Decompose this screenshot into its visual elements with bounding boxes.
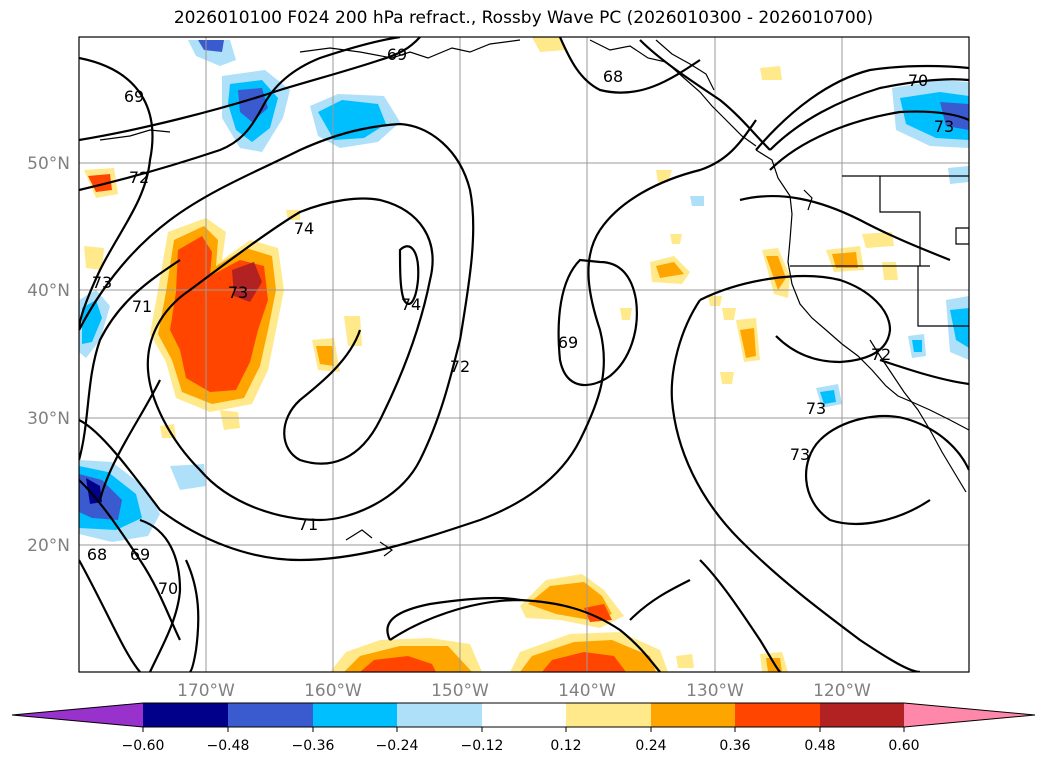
colorbar-tick: −0.36 (292, 738, 335, 754)
longitude-labels: 170°W 160°W 150°W 140°W 130°W 120°W (177, 681, 871, 701)
lon-label-150w: 150°W (431, 681, 489, 701)
colorbar-segment (735, 703, 820, 727)
contour-label: 73 (934, 117, 954, 136)
colorbar-tick: −0.60 (122, 738, 165, 754)
lon-label-120w: 120°W (813, 681, 871, 701)
colorbar-segment (651, 703, 735, 727)
contour-label: 73 (790, 445, 810, 464)
contour-label: 69 (130, 545, 150, 564)
colorbar-segment (820, 703, 904, 727)
contour-label: 73 (806, 399, 826, 418)
latitude-labels: 50°N 40°N 30°N 20°N (27, 154, 70, 556)
contour-label: 71 (132, 297, 152, 316)
colorbar-tick: 0.24 (635, 738, 666, 754)
colorbar-segment (566, 703, 651, 727)
colorbar-tick: 0.48 (804, 738, 835, 754)
colorbar-extend-high (904, 703, 1035, 727)
contour-label: 72 (871, 345, 891, 364)
colorbar-tick: −0.48 (207, 738, 250, 754)
contour-label: 70 (158, 579, 178, 598)
map-title: 2026010100 F024 200 hPa refract., Rossby… (173, 8, 874, 28)
colorbar-segment (143, 703, 228, 727)
contour-label: 73 (228, 283, 248, 302)
colorbar-tick: −0.24 (376, 738, 419, 754)
contour-label: 69 (387, 45, 407, 64)
map-gridlines (79, 37, 969, 672)
lon-label-170w: 170°W (177, 681, 235, 701)
colorbar-segment (313, 703, 397, 727)
positive-anomaly-regions (84, 37, 898, 672)
contour-label: 68 (87, 545, 107, 564)
contour-label: 74 (294, 219, 314, 238)
colorbar-tick: −0.12 (461, 738, 504, 754)
lat-label-50n: 50°N (27, 154, 70, 174)
contour-label: 71 (298, 515, 318, 534)
colorbar-extend-low (12, 703, 143, 727)
colorbar-tick: 0.60 (888, 738, 919, 754)
contour-label: 73 (92, 273, 112, 292)
colorbar-tick: 0.12 (550, 738, 581, 754)
colorbar-segment (397, 703, 482, 727)
lat-label-40n: 40°N (27, 281, 70, 301)
colorbar-segment (482, 703, 566, 727)
contour-labels: 69 68 70 73 72 74 74 73 71 73 69 72 72 7… (87, 45, 954, 598)
contour-label: 74 (401, 295, 421, 314)
colorbar: −0.60 −0.48 −0.36 −0.24 −0.12 0.12 0.24 … (11, 702, 1036, 754)
lat-label-30n: 30°N (27, 409, 70, 429)
colorbar-segment (228, 703, 313, 727)
contour-label: 68 (603, 67, 623, 86)
map-frame (78, 36, 970, 673)
refractive-index-contours (79, 37, 969, 672)
contour-label: 70 (908, 71, 928, 90)
contour-label: 69 (124, 87, 144, 106)
contour-label: 72 (450, 357, 470, 376)
lat-label-20n: 20°N (27, 536, 70, 556)
contour-label: 69 (558, 333, 578, 352)
lon-label-130w: 130°W (686, 681, 744, 701)
lon-label-140w: 140°W (558, 681, 616, 701)
colorbar-tick: 0.36 (719, 738, 750, 754)
contour-label: 72 (129, 168, 149, 187)
lon-label-160w: 160°W (304, 681, 362, 701)
